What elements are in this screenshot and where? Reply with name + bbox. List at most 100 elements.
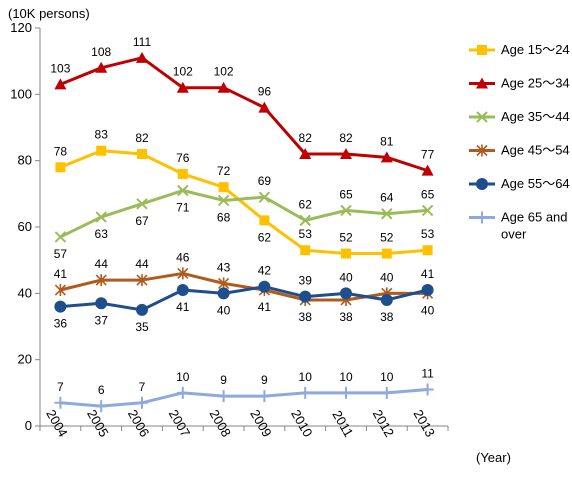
x-tick-label: 2006 [125, 407, 152, 440]
data-label: 10 [380, 370, 394, 384]
y-tick-label: 0 [25, 418, 32, 433]
data-label: 43 [217, 260, 231, 274]
data-point [96, 145, 107, 156]
series-line [60, 388, 428, 408]
data-label: 53 [299, 227, 313, 241]
data-point [217, 194, 230, 207]
data-point [340, 204, 352, 217]
y-tick-label: 120 [10, 20, 32, 35]
data-point [217, 287, 230, 300]
data-point [421, 284, 434, 297]
data-label: 44 [135, 257, 149, 271]
legend-label: Age 15～24 [501, 42, 570, 57]
data-label: 10 [299, 370, 313, 384]
data-label: 65 [421, 187, 435, 201]
data-label: 40 [421, 303, 435, 317]
data-point [95, 400, 108, 413]
data-label: 64 [380, 191, 394, 205]
data-point [421, 204, 434, 217]
data-label: 11 [421, 367, 434, 381]
legend-item: Age 35～44 [469, 109, 570, 124]
data-label: 10 [339, 370, 353, 384]
y-unit-label: (10K persons) [8, 6, 90, 21]
series-line [59, 56, 429, 173]
data-label: 82 [299, 131, 313, 145]
x-tick-label: 2007 [166, 407, 193, 440]
data-point [340, 148, 352, 160]
series-line [60, 271, 428, 302]
data-point [136, 303, 148, 316]
data-point [476, 111, 488, 123]
legend-label: Age 25～34 [501, 76, 570, 91]
data-label: 62 [299, 197, 313, 211]
legend: Age 15～24 Age 25～34 Age 35～44 Age 45～54 Age … [469, 42, 570, 242]
x-tick-label: 2009 [247, 407, 274, 440]
data-label: 82 [135, 131, 149, 145]
data-label: 9 [220, 373, 227, 387]
data-point [136, 396, 148, 409]
data-point [177, 168, 188, 179]
x-tick-label: 2008 [207, 407, 234, 440]
data-point [217, 390, 230, 403]
data-label: 44 [95, 257, 109, 271]
data-point [340, 386, 352, 399]
legend-label: Age 45～54 [501, 143, 570, 158]
data-label: 65 [339, 187, 353, 201]
data-label: 40 [217, 303, 231, 317]
data-point [258, 191, 271, 203]
data-point [95, 274, 107, 287]
data-point [136, 274, 148, 287]
data-label: 103 [50, 61, 70, 75]
data-point [258, 280, 271, 293]
data-label: 57 [54, 247, 68, 261]
x-tick-label: 2011 [329, 408, 356, 440]
data-label: 40 [339, 270, 353, 284]
data-point [477, 45, 487, 55]
series-1: 78 83 82 76 72 62 53 52 52 53 [54, 128, 435, 259]
legend-label: Age 65 and [501, 210, 568, 225]
data-point [476, 77, 488, 89]
data-label: 41 [54, 267, 68, 281]
y-tick-label: 20 [18, 352, 32, 367]
data-label: 37 [95, 313, 109, 327]
data-label: 108 [91, 45, 111, 59]
data-label: 9 [261, 373, 268, 387]
series-4: 41 44 44 46 43 41 38 38 40 40 [54, 250, 435, 324]
data-point [380, 151, 393, 163]
data-point [177, 184, 189, 197]
data-point [136, 198, 148, 210]
data-label: 69 [258, 174, 272, 188]
data-label: 111 [133, 35, 152, 49]
data-label: 6 [98, 383, 105, 397]
data-label: 82 [339, 131, 353, 145]
series-3: 57 63 67 71 68 69 62 65 64 65 [54, 174, 435, 261]
data-label: 41 [176, 300, 190, 314]
series-line [60, 285, 428, 312]
data-point [54, 78, 67, 90]
data-point [95, 211, 107, 223]
data-label: 40 [380, 270, 394, 284]
data-point [54, 231, 67, 243]
data-point [381, 208, 393, 220]
x-unit-label: (Year) [476, 450, 511, 465]
data-label: 83 [95, 128, 109, 142]
data-label: 102 [214, 65, 234, 79]
data-point [136, 51, 148, 63]
legend-label: Age 35～44 [501, 109, 570, 124]
data-label: 39 [299, 274, 313, 288]
data-point [381, 248, 392, 259]
series-6: 7 6 7 10 9 9 10 10 10 11 [54, 367, 434, 413]
data-point [54, 300, 67, 313]
legend-item: Age 55～64 [469, 176, 570, 191]
data-label: 67 [135, 214, 149, 228]
data-label: 7 [139, 380, 146, 394]
data-point [258, 390, 271, 403]
y-tick-label: 60 [18, 219, 32, 234]
data-label: 96 [258, 85, 272, 99]
data-point [137, 149, 147, 160]
data-point [300, 245, 311, 256]
data-point [177, 267, 189, 280]
data-point [340, 287, 352, 300]
data-label: 38 [339, 310, 353, 324]
